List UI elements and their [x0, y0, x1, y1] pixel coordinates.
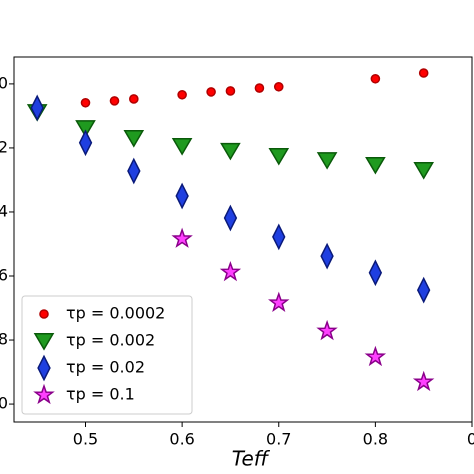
marker [171, 138, 193, 156]
x-tick-label: 0.6 [169, 430, 194, 449]
x-tick-label: 0.5 [73, 430, 98, 449]
plot-frame [13, 56, 473, 423]
marker [268, 291, 290, 313]
marker [75, 120, 96, 138]
legend-label: τp = 0.02 [66, 358, 145, 377]
legend-label: τp = 0.1 [66, 385, 135, 404]
legend-marker [33, 333, 55, 351]
y-tick-label: 4 [0, 201, 8, 220]
marker [171, 227, 193, 248]
y-tick-label: 2 [0, 137, 8, 156]
x-tick-label: 0 [467, 430, 474, 449]
marker [129, 94, 139, 104]
marker [416, 276, 431, 304]
marker [320, 242, 334, 270]
y-tick-label: 6 [0, 266, 8, 285]
x-axis-label: Teff [232, 447, 271, 471]
marker [316, 319, 338, 341]
marker [370, 73, 381, 84]
marker [177, 89, 187, 100]
x-tick-label: 0.7 [266, 430, 291, 449]
legend-label: τp = 0.0002 [66, 304, 165, 323]
marker [30, 94, 44, 122]
marker [412, 370, 435, 392]
legend-marker [39, 309, 49, 319]
marker [268, 147, 290, 166]
marker [225, 86, 236, 96]
marker [109, 96, 120, 106]
legend-box [21, 295, 193, 415]
marker [78, 129, 93, 157]
marker [223, 204, 238, 232]
marker [273, 81, 284, 92]
marker [175, 182, 189, 210]
y-tick-label: 0 [0, 394, 8, 413]
y-tick-label: 8 [0, 330, 8, 349]
marker [316, 152, 338, 170]
marker [123, 130, 145, 148]
marker [80, 97, 91, 108]
legend-marker [37, 354, 51, 382]
marker [254, 83, 265, 93]
y-tick-label: 0 [0, 73, 8, 92]
marker [219, 260, 242, 282]
marker [368, 259, 383, 287]
marker [206, 87, 216, 97]
legend-label: τp = 0.002 [66, 331, 155, 350]
marker [418, 68, 429, 78]
marker [365, 156, 386, 175]
marker [127, 157, 141, 185]
legend-marker [33, 383, 55, 405]
marker [364, 345, 387, 367]
x-tick-label: 0.8 [363, 430, 388, 449]
marker [220, 142, 241, 161]
marker [413, 162, 435, 180]
marker [272, 223, 286, 251]
